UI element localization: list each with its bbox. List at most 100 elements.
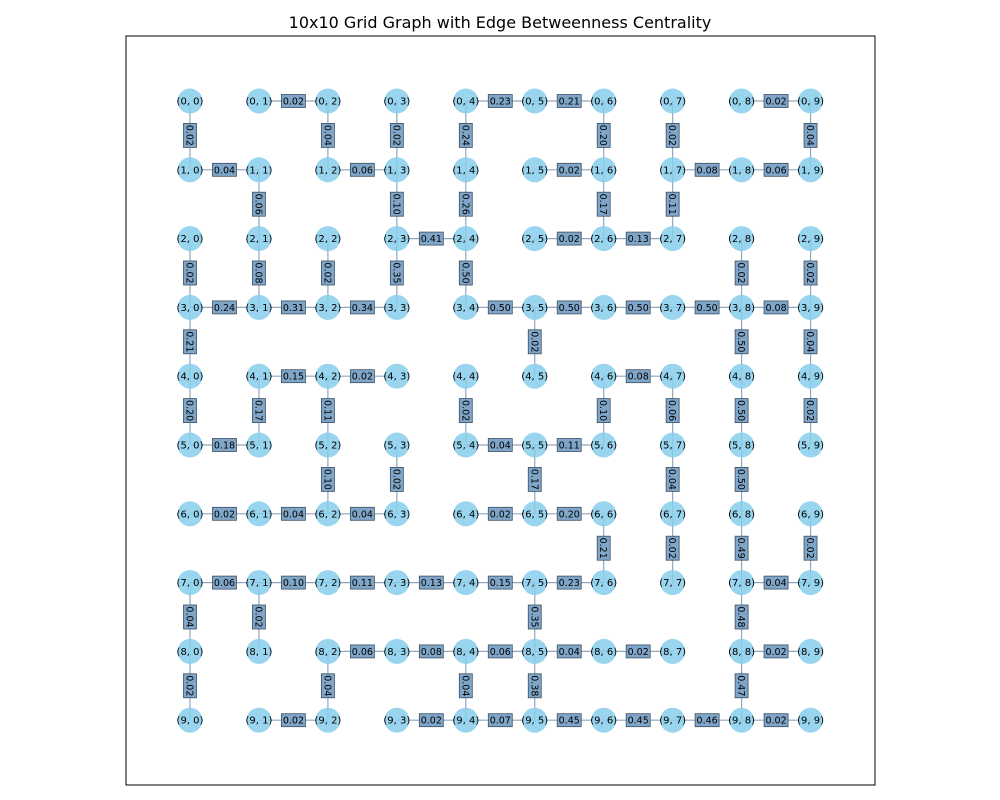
node-label: (2, 4): [452, 234, 479, 245]
edge-label-box: [803, 122, 818, 148]
edge-label: 0.26: [458, 191, 473, 217]
edge-label: 0.45: [556, 713, 582, 728]
node-circle: [177, 88, 203, 114]
edge-label: 0.02: [763, 713, 789, 728]
edge-label: 0.49: [734, 535, 749, 561]
edge-label-text: 0.04: [559, 647, 580, 658]
node-circle: [729, 88, 755, 114]
node-circle: [660, 432, 686, 458]
edge-label: 0.20: [596, 122, 611, 148]
edge-label: 0.04: [320, 122, 335, 148]
edge-label-box: [281, 575, 306, 590]
node-label: (3, 0): [177, 303, 204, 314]
node-circle: [384, 363, 410, 389]
node-circle: [591, 294, 617, 320]
node-label: (5, 5): [521, 441, 548, 452]
node-label: (1, 0): [177, 165, 204, 176]
edge-label-text: 0.06: [666, 400, 677, 421]
node-label: (0, 1): [246, 97, 273, 108]
edge-label-box: [734, 398, 749, 424]
edge-label-text: 0.04: [214, 165, 235, 176]
edge-label: 0.38: [527, 673, 542, 699]
edge-label-text: 0.11: [666, 194, 677, 215]
node-circle: [453, 432, 479, 458]
edge-label: 0.02: [389, 122, 404, 148]
edge-label: 0.10: [389, 191, 404, 217]
edge-label-box: [349, 300, 375, 315]
graph-node: (1, 4): [452, 157, 479, 183]
node-label: (2, 9): [797, 234, 824, 245]
edge-label-box: [458, 398, 473, 424]
edge-label-box: [487, 575, 513, 590]
edge-label-box: [252, 191, 266, 217]
edge-label-text: 0.38: [528, 675, 539, 696]
edge-label: 0.08: [763, 300, 789, 315]
edge-label-text: 0.02: [735, 262, 746, 283]
node-label: (5, 3): [383, 441, 410, 452]
node-label: (2, 2): [314, 234, 341, 245]
node-label: (0, 3): [383, 97, 410, 108]
edge-label-text: 0.02: [283, 97, 304, 108]
node-label: (4, 1): [246, 372, 273, 383]
edge-label: 0.02: [487, 506, 513, 521]
node-circle: [591, 638, 617, 664]
graph-node: (7, 9): [797, 570, 824, 596]
edge-label: 0.04: [487, 438, 513, 452]
node-label: (6, 8): [728, 509, 755, 520]
edge-label-text: 0.02: [804, 262, 815, 283]
node-circle: [798, 570, 824, 596]
edge-label-text: 0.50: [735, 400, 746, 421]
edge-label: 0.50: [734, 329, 749, 355]
edge-label: 0.02: [183, 122, 197, 148]
graph-node: (8, 6): [590, 638, 617, 664]
edge-label: 0.04: [212, 162, 237, 177]
edge-label: 0.11: [665, 191, 680, 217]
edge-label-box: [734, 535, 749, 561]
graph-node: (0, 7): [659, 88, 686, 114]
figure-title: 10x10 Grid Graph with Edge Betweenness C…: [289, 13, 712, 32]
node-circle: [660, 157, 686, 183]
graph-node: (8, 5): [521, 638, 548, 664]
edge-label: 0.48: [734, 604, 749, 630]
graph-node: (2, 3): [383, 226, 410, 252]
node-label: (8, 6): [590, 647, 617, 658]
node-circle: [798, 432, 824, 458]
node-label: (4, 9): [797, 372, 824, 383]
edge-label: 0.06: [349, 644, 375, 659]
graph-node: (2, 7): [659, 226, 686, 252]
node-label: (4, 0): [177, 372, 204, 383]
graph-node: (3, 9): [797, 294, 824, 320]
edge-label-box: [734, 673, 749, 699]
edge-label: 0.13: [418, 575, 444, 590]
edge-label-box: [389, 122, 404, 148]
node-label: (2, 5): [521, 234, 548, 245]
node-circle: [591, 432, 617, 458]
edge-label: 0.11: [556, 438, 582, 452]
node-circle: [315, 707, 341, 733]
node-circle: [660, 294, 686, 320]
node-label: (0, 6): [590, 97, 617, 108]
edge-label-box: [487, 94, 513, 108]
graph-node: (8, 3): [383, 638, 410, 664]
edge-label: 0.02: [803, 398, 818, 424]
graph-node: (2, 8): [728, 226, 755, 252]
node-circle: [591, 157, 617, 183]
graph-node: (0, 5): [521, 88, 548, 114]
edge-label-box: [487, 644, 513, 659]
edge-label-text: 0.02: [252, 606, 263, 627]
edge-label: 0.06: [487, 644, 513, 659]
edge-label-text: 0.21: [597, 538, 608, 559]
node-circle: [246, 88, 272, 114]
node-label: (7, 0): [177, 578, 204, 589]
node-label: (2, 8): [728, 234, 755, 245]
edge-label-text: 0.02: [490, 509, 511, 520]
edge-label: 0.11: [349, 575, 375, 590]
edge-label-text: 0.02: [184, 262, 195, 283]
edge-label-text: 0.04: [804, 125, 815, 146]
edge-label: 0.24: [458, 122, 473, 148]
edge-label: 0.06: [665, 398, 680, 424]
graph-node: (5, 6): [590, 432, 617, 458]
node-label: (9, 5): [521, 716, 548, 727]
edge-label-box: [527, 604, 542, 630]
edge-label: 0.17: [252, 398, 266, 423]
